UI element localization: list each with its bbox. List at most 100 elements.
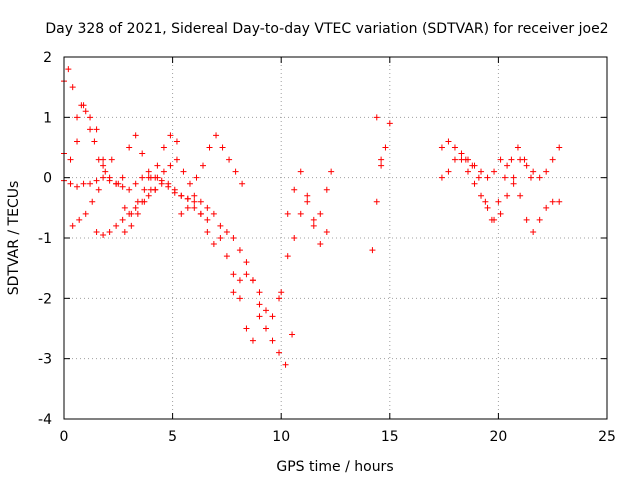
series-s7 (178, 198, 296, 368)
data-point (154, 174, 161, 181)
points-layer (61, 66, 563, 368)
data-point (386, 120, 393, 127)
data-point (284, 253, 291, 260)
data-point (373, 114, 380, 121)
data-point (249, 277, 256, 284)
data-point (197, 210, 204, 217)
y-tick-label: -3 (38, 352, 52, 368)
series-s12 (438, 138, 563, 223)
data-point (239, 180, 246, 187)
data-point (87, 180, 94, 187)
x-tick-label: 20 (489, 429, 507, 445)
data-point (304, 198, 311, 205)
data-point (536, 216, 543, 223)
series-s14 (462, 144, 534, 223)
data-point (197, 198, 204, 205)
series-s5 (93, 180, 263, 308)
data-point (501, 174, 508, 181)
series-s10 (284, 168, 335, 229)
data-point (115, 180, 122, 187)
data-point (226, 156, 233, 163)
data-point (269, 313, 276, 320)
data-point (243, 325, 250, 332)
data-point (184, 195, 191, 202)
data-point (210, 210, 217, 217)
data-point (191, 198, 198, 205)
data-point (232, 168, 239, 175)
data-point (119, 183, 126, 190)
data-point (206, 144, 213, 151)
data-point (69, 222, 76, 229)
data-point (328, 168, 335, 175)
data-point (269, 337, 276, 344)
data-point (158, 180, 165, 187)
data-point (484, 174, 491, 181)
data-point (543, 168, 550, 175)
data-point (119, 174, 126, 181)
data-point (76, 216, 83, 223)
y-tick-label: -1 (38, 231, 52, 247)
x-tick-label: 5 (168, 429, 177, 445)
data-point (469, 162, 476, 169)
data-point (95, 186, 102, 193)
data-point (497, 156, 504, 163)
data-point (139, 174, 146, 181)
data-point (147, 174, 154, 181)
data-point (438, 174, 445, 181)
data-point (276, 295, 283, 302)
data-point (284, 210, 291, 217)
data-point (310, 222, 317, 229)
data-point (243, 271, 250, 278)
data-point (132, 180, 139, 187)
data-point (236, 295, 243, 302)
data-point (323, 228, 330, 235)
data-point (475, 174, 482, 181)
data-point (289, 331, 296, 338)
y-tick-label: 2 (43, 50, 52, 66)
data-point (458, 150, 465, 157)
data-point (378, 162, 385, 169)
data-point (100, 174, 107, 181)
series-s6 (121, 132, 246, 235)
data-point (369, 247, 376, 254)
data-point (523, 216, 530, 223)
data-point (106, 228, 113, 235)
x-tick-label: 0 (60, 429, 69, 445)
data-point (121, 228, 128, 235)
data-point (67, 156, 74, 163)
data-point (445, 138, 452, 145)
data-point (317, 210, 324, 217)
series-s9 (278, 192, 330, 296)
data-point (82, 210, 89, 217)
data-point (87, 114, 94, 121)
data-point (193, 174, 200, 181)
data-point (106, 177, 113, 184)
data-point (543, 204, 550, 211)
data-point (128, 222, 135, 229)
data-point (160, 168, 167, 175)
data-point (249, 337, 256, 344)
ticks-layer: 0 5 10 15 20 25 -4 -3 -2 -1 0 1 2 (38, 50, 616, 445)
data-point (323, 186, 330, 193)
series-s13 (438, 150, 563, 235)
data-point (141, 198, 148, 205)
data-point (256, 301, 263, 308)
data-point (186, 180, 193, 187)
data-point (230, 289, 237, 296)
data-point (491, 168, 498, 175)
data-point (556, 144, 563, 151)
data-point (508, 156, 515, 163)
data-point (382, 144, 389, 151)
series-s8 (230, 271, 283, 320)
chart-title: Day 328 of 2021, Sidereal Day-to-day VTE… (45, 21, 608, 37)
data-point (167, 162, 174, 169)
data-point (517, 192, 524, 199)
data-point (167, 132, 174, 139)
data-point (495, 198, 502, 205)
data-point (488, 216, 495, 223)
data-point (100, 162, 107, 169)
data-point (213, 132, 220, 139)
data-point (74, 114, 81, 121)
data-point (278, 289, 285, 296)
data-point (126, 186, 133, 193)
